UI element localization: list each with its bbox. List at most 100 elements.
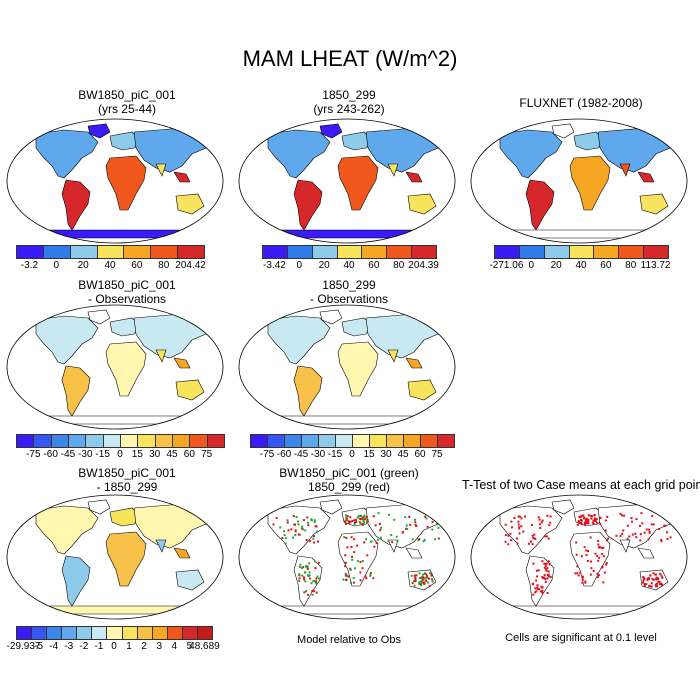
grid-cell-mark: [620, 514, 623, 517]
grid-cell-mark: [343, 536, 346, 539]
grid-cell-mark: [533, 533, 536, 536]
continent-india: [155, 163, 167, 177]
panel-7-map: [238, 494, 456, 620]
continent-australia: [175, 379, 205, 401]
colorbar-swatch: [643, 245, 669, 259]
colorbar-swatch: [166, 626, 183, 640]
grid-cell-mark: [649, 585, 652, 588]
grid-cell-mark: [589, 573, 592, 576]
grid-cell-mark: [304, 529, 307, 532]
grid-cell-mark: [621, 532, 624, 535]
grid-cell-mark: [421, 575, 424, 578]
grid-cell-mark: [638, 524, 641, 527]
grid-cell-mark: [418, 572, 421, 575]
grid-cell-mark: [430, 572, 433, 575]
grid-cell-mark: [350, 536, 353, 539]
continent-asia: [597, 127, 677, 173]
grid-cell-mark: [315, 577, 318, 580]
grid-cell-mark: [301, 574, 304, 577]
grid-cell-mark: [575, 541, 578, 544]
colorbar-tick-label: 48.689: [189, 641, 220, 652]
continent-australia: [407, 193, 437, 215]
grid-cell-mark: [543, 576, 546, 579]
continent-asia: [133, 127, 213, 173]
grid-cell-mark: [641, 522, 644, 525]
grid-cell-mark: [305, 565, 308, 568]
grid-cell-mark: [310, 582, 313, 585]
grid-cell-mark: [346, 515, 349, 518]
grid-cell-mark: [426, 576, 429, 579]
continent-antarctica: [261, 415, 435, 425]
colorbar-swatch: [369, 434, 387, 448]
continent-seAsia: [173, 547, 191, 559]
grid-cell-mark: [424, 576, 427, 579]
grid-cell-mark: [347, 520, 350, 523]
grid-cell-mark: [379, 536, 382, 539]
grid-cell-mark: [414, 521, 417, 524]
grid-cell-mark: [297, 533, 300, 536]
continent-asia: [365, 313, 445, 359]
colorbar-tick-label: 0: [53, 260, 60, 271]
grid-cell-mark: [306, 567, 309, 570]
colorbar-swatch: [335, 434, 353, 448]
grid-cell-mark: [404, 516, 407, 519]
grid-cell-mark: [543, 535, 546, 538]
grid-cell-mark: [372, 515, 375, 518]
grid-cell-mark: [307, 575, 310, 578]
grid-cell-mark: [538, 523, 541, 526]
panel-5-title: 1850_299- Observations: [309, 278, 389, 306]
grid-cell-mark: [605, 562, 608, 565]
grid-cell-mark: [546, 591, 549, 594]
grid-cell-mark: [605, 563, 608, 566]
grid-cell-mark: [298, 565, 301, 568]
grid-cell-mark: [576, 523, 579, 526]
colorbar-tick-label: -60: [276, 449, 292, 460]
colorbar-swatch: [16, 626, 33, 640]
colorbar-tick-label: 15: [363, 449, 375, 460]
colorbar-tick-label: 45: [397, 449, 409, 460]
grid-cell-mark: [652, 572, 655, 575]
grid-cell-mark: [423, 572, 426, 575]
grid-cell-mark: [650, 585, 653, 588]
grid-cell-mark: [642, 579, 645, 582]
grid-cell-mark: [576, 572, 579, 575]
grid-cell-mark: [645, 583, 648, 586]
grid-cell-mark: [654, 578, 657, 581]
grid-cell-mark: [294, 530, 297, 533]
grid-cell-mark: [585, 549, 588, 552]
grid-cell-mark: [344, 522, 347, 525]
grid-cell-mark: [628, 535, 631, 538]
continent-antarctica: [29, 229, 203, 239]
continent-seAsia: [405, 171, 423, 183]
grid-cell-mark: [656, 582, 659, 585]
grid-cell-mark: [626, 524, 629, 527]
continent-greenland: [87, 123, 111, 139]
grid-cell-mark: [303, 578, 306, 581]
grid-cell-mark: [548, 524, 551, 527]
grid-cell-mark: [589, 514, 592, 517]
grid-cell-mark: [578, 521, 581, 524]
grid-cell-mark: [593, 514, 596, 517]
continent-india: [387, 539, 399, 553]
grid-cell-mark: [635, 536, 638, 539]
colorbar-tick-label: 20: [77, 260, 89, 271]
grid-cell-mark: [316, 540, 319, 543]
grid-cell-mark: [369, 540, 372, 543]
grid-cell-mark: [590, 567, 593, 570]
continent-northAmerica: [35, 505, 99, 555]
colorbar-tick-label: 0: [528, 260, 535, 271]
grid-cell-mark: [376, 538, 379, 541]
grid-cell-mark: [532, 583, 535, 586]
grid-cell-mark: [352, 581, 355, 584]
grid-cell-mark: [583, 546, 586, 549]
grid-cell-mark: [535, 579, 538, 582]
grid-cell-mark: [300, 566, 303, 569]
grid-cell-mark: [316, 575, 319, 578]
grid-cell-mark: [312, 590, 315, 593]
grid-cell-mark: [405, 524, 408, 527]
grid-cell-mark: [421, 581, 424, 584]
grid-cell-mark: [652, 578, 655, 581]
grid-cell-mark: [380, 526, 383, 529]
continent-greenland: [551, 123, 575, 139]
grid-cell-mark: [426, 525, 429, 528]
